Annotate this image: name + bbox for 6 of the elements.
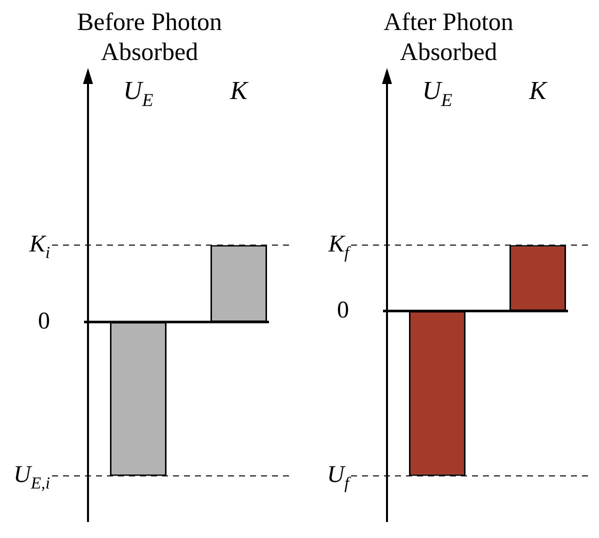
x-tick-label: K (528, 76, 548, 105)
ref-line-label: 0 (38, 308, 50, 334)
chart-title: After Photon Absorbed (382, 8, 514, 68)
chart-title: Before Photon Absorbed (76, 8, 224, 68)
x-tick-label: K (229, 76, 250, 105)
ref-line-label: 0 (337, 297, 349, 324)
